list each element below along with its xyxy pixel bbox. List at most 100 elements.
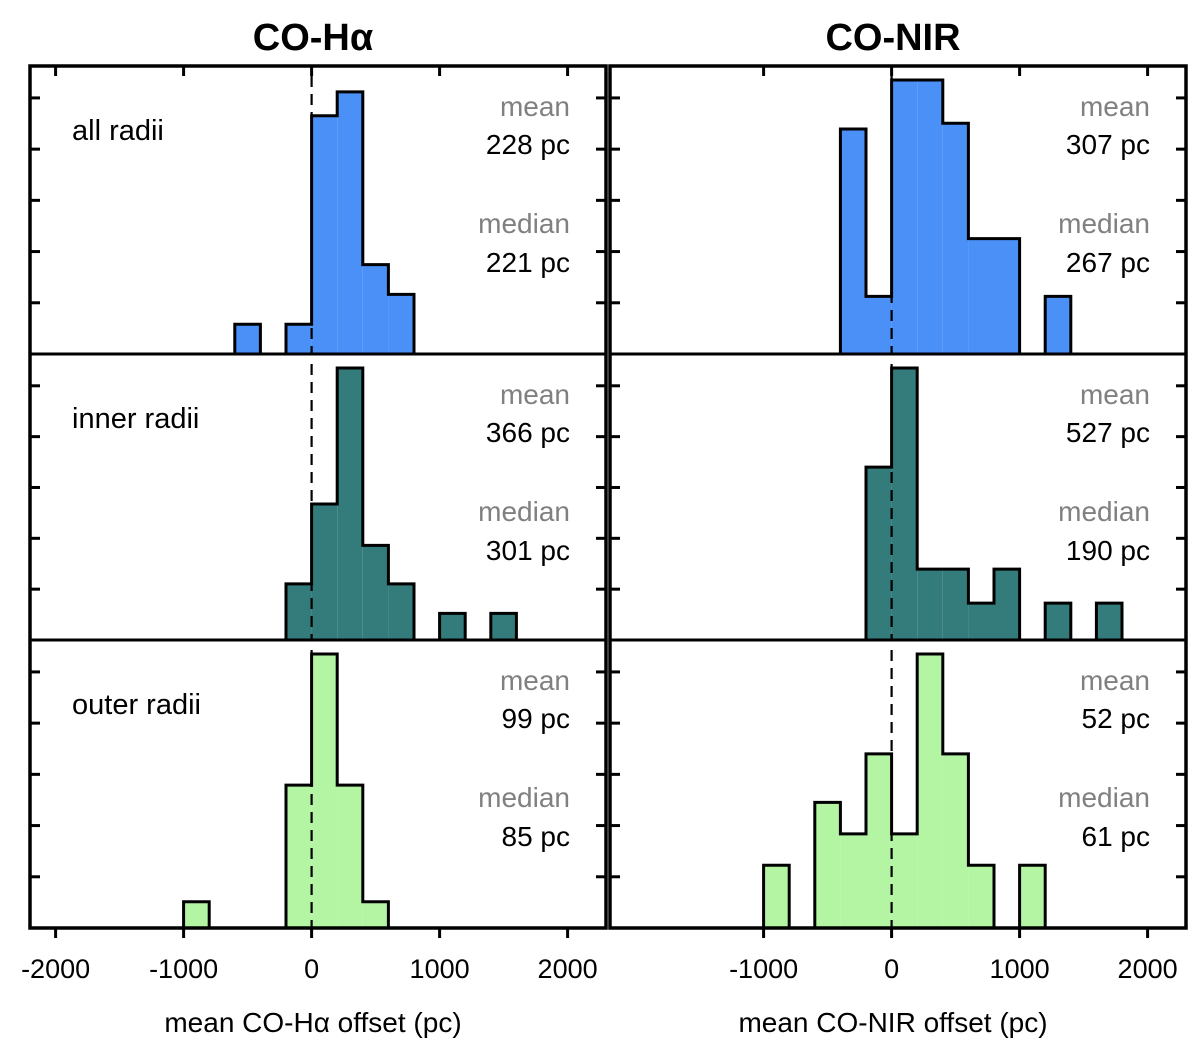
mean-value: 527 pc [1066, 417, 1150, 448]
histogram-bar [362, 545, 389, 640]
histogram-bar [1045, 603, 1071, 640]
median-label: median [478, 496, 570, 527]
histogram-bar [866, 296, 892, 354]
panel-frame [608, 64, 1188, 930]
x-tick-label: 2000 [538, 954, 598, 984]
panel-frames [28, 64, 1188, 930]
mean-value: 366 pc [486, 417, 570, 448]
histogram-bar [234, 324, 261, 354]
median-value: 85 pc [502, 821, 571, 852]
histogram-bar [994, 238, 1020, 354]
histogram-bar [311, 115, 338, 354]
histogram-bar [337, 368, 363, 640]
histogram-bar [490, 613, 517, 640]
mean-label: mean [1080, 665, 1150, 696]
histogram-outline [284, 366, 518, 640]
histogram-panel: mean 527 pc median 190 pc [610, 364, 1186, 640]
x-tick-label: 1000 [990, 954, 1050, 984]
histogram-bar [311, 654, 338, 928]
row-label: all radii [72, 115, 164, 147]
median-label: median [1058, 782, 1150, 813]
histogram-bar [840, 129, 866, 354]
histogram-bar [891, 368, 918, 640]
histogram-panel: inner radii mean 366 pc median 301 pc [30, 364, 606, 640]
histogram-bar [362, 901, 389, 928]
histogram-outline [762, 652, 1047, 928]
median-value: 267 pc [1066, 247, 1150, 278]
mean-value: 228 pc [486, 129, 570, 160]
histogram-panel: outer radii mean 99 pc median 85 pc [30, 650, 606, 928]
histogram-bar [337, 91, 363, 355]
median-label: median [478, 208, 570, 239]
x-axes: mean CO-Hα offset (pc) -2000 -1000 0 1000 200… [21, 928, 1178, 1038]
histogram-bar [388, 583, 414, 640]
median-value: 221 pc [486, 247, 570, 278]
median-value: 301 pc [486, 535, 570, 566]
column-titles: CO-Hα CO-NIR [253, 17, 961, 59]
x-axis-label: mean CO-NIR offset (pc) [738, 1007, 1047, 1038]
x-tick-label: 2000 [1118, 954, 1178, 984]
histogram-bar [891, 833, 918, 928]
histogram-bar [840, 833, 866, 928]
histogram-panel: all radii mean 228 pc median 221 pc [30, 76, 606, 355]
histogram-bar [1045, 296, 1071, 354]
histogram-bar [183, 901, 210, 928]
histogram-bar [286, 785, 312, 928]
histogram-bar [968, 865, 994, 928]
median-label: median [1058, 496, 1150, 527]
histogram-bar [994, 569, 1020, 640]
histogram-bar [917, 569, 943, 640]
row-label: inner radii [72, 403, 199, 435]
histogram-outline [233, 90, 416, 354]
mean-label: mean [500, 91, 570, 122]
median-label: median [1058, 208, 1150, 239]
histogram-bar [362, 264, 389, 354]
histogram-bar [968, 238, 994, 354]
histogram-bar [866, 467, 892, 640]
panel-frame [28, 64, 608, 930]
x-tick-label: -1000 [149, 954, 218, 984]
column-title: CO-NIR [825, 17, 960, 59]
histogram-bar [286, 583, 312, 640]
histogram-panels: all radii mean 228 pc median 221 pc mean 307 p… [30, 76, 1186, 928]
histogram-bar [917, 654, 943, 928]
histogram-bar [814, 802, 841, 928]
histogram-bar [763, 865, 790, 928]
histogram-bar [311, 504, 338, 640]
histogram-bar [337, 785, 363, 928]
histogram-outline [838, 78, 1073, 354]
histogram-outline [182, 652, 390, 928]
histogram-bar [917, 80, 943, 354]
row-label: outer radii [72, 689, 201, 721]
x-tick-label: 0 [304, 954, 319, 984]
histogram-panel: mean 307 pc median 267 pc [610, 76, 1186, 355]
histogram-bar [1019, 865, 1046, 928]
histogram-bar [1096, 603, 1122, 640]
histogram-bar [942, 123, 969, 355]
median-value: 61 pc [1082, 821, 1151, 852]
x-tick-label: -1000 [729, 954, 798, 984]
column-title: CO-Hα [253, 17, 373, 59]
histogram-bar [439, 613, 466, 640]
histogram-outline [864, 366, 1124, 640]
histogram-bar [388, 294, 414, 354]
histogram-bar [942, 753, 969, 928]
x-tick-label: 0 [884, 954, 899, 984]
x-axis-label: mean CO-Hα offset (pc) [164, 1007, 461, 1038]
x-tick-label: 1000 [410, 954, 470, 984]
histogram-bar [968, 603, 994, 640]
median-value: 190 pc [1066, 535, 1150, 566]
mean-value: 52 pc [1082, 703, 1151, 734]
histogram-bar [866, 753, 892, 928]
mean-label: mean [1080, 91, 1150, 122]
mean-label: mean [500, 665, 570, 696]
histogram-bar [286, 324, 312, 354]
histogram-bar [891, 80, 918, 354]
mean-value: 307 pc [1066, 129, 1150, 160]
median-label: median [478, 782, 570, 813]
mean-value: 99 pc [502, 703, 571, 734]
mean-label: mean [500, 379, 570, 410]
histogram-bar [942, 569, 969, 640]
histogram-panel: mean 52 pc median 61 pc [610, 650, 1186, 928]
